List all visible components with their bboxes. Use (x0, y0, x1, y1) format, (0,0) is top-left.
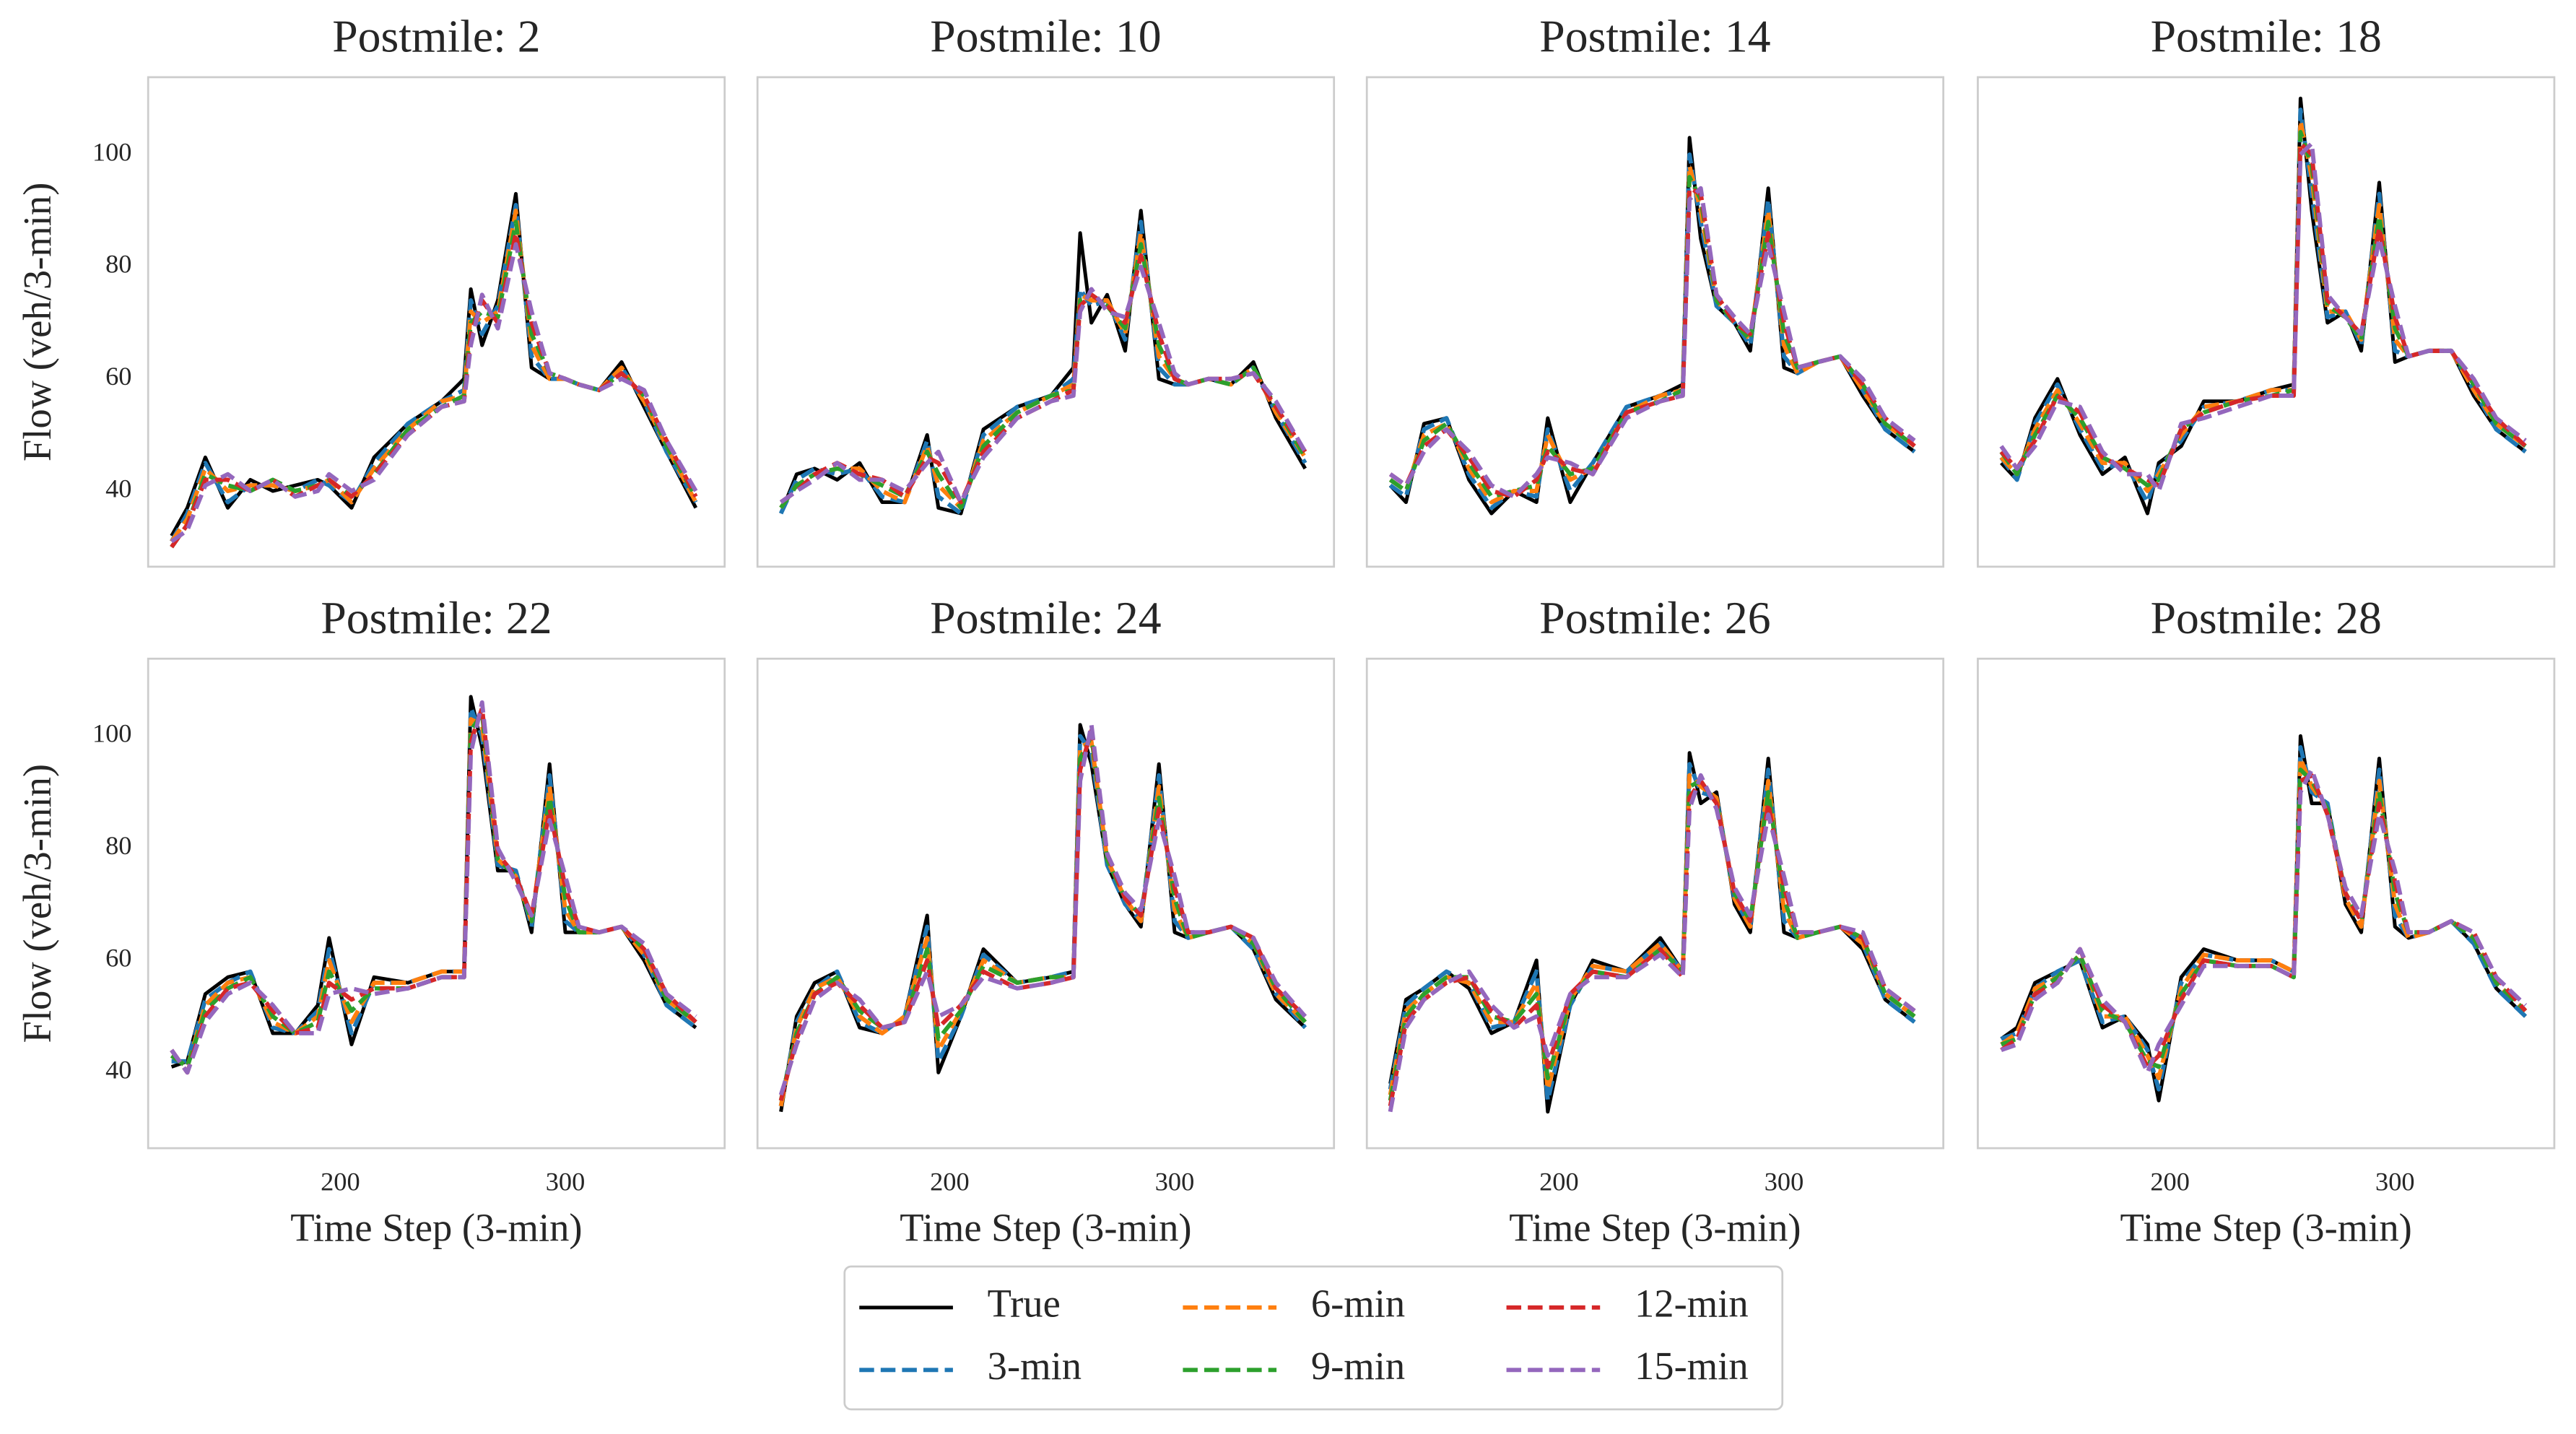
subplot-title: Postmile: 10 (930, 10, 1161, 61)
y-tick-label: 40 (105, 474, 131, 503)
y-axis-label: Flow (veh/3-min) (15, 183, 59, 462)
series-line (170, 700, 697, 1075)
x-tick-label: 300 (1155, 1168, 1195, 1196)
series-line (2000, 768, 2528, 1075)
series-line (778, 722, 1307, 1096)
y-tick-label: 100 (92, 719, 132, 748)
y-tick-label: 80 (105, 831, 131, 860)
subplot-title: Postmile: 14 (1539, 10, 1770, 61)
y-tick-label: 80 (105, 250, 131, 279)
series-line (1388, 186, 1916, 499)
x-tick-label: 300 (546, 1168, 586, 1196)
legend-label: 15-min (1635, 1344, 1749, 1388)
y-tick-label: 100 (92, 137, 132, 166)
axes-frame (147, 76, 726, 568)
x-axis-label: Time Step (3-min) (2120, 1206, 2412, 1250)
axes-frame (756, 657, 1336, 1150)
legend-label: True (988, 1281, 1061, 1325)
legend-label: 6-min (1311, 1281, 1405, 1325)
x-tick-label: 200 (1539, 1168, 1579, 1196)
x-tick-label: 200 (321, 1168, 360, 1196)
subplot-title: Postmile: 26 (1539, 592, 1770, 643)
y-tick-label: 40 (105, 1056, 131, 1085)
axes-frame (1365, 76, 1945, 568)
series-line (170, 242, 698, 544)
legend: True 3-min 6-min 9-min 12-min 15-min (843, 1265, 1784, 1411)
subplot-title: Postmile: 28 (2151, 592, 2382, 643)
legend-label: 3-min (988, 1344, 1082, 1388)
y-axis-label: Flow (veh/3-min) (15, 764, 59, 1043)
series-line (779, 264, 1307, 505)
axes-frame (1977, 657, 2556, 1150)
axes-frame (1365, 657, 1945, 1150)
y-tick-label: 60 (105, 362, 131, 391)
x-tick-label: 300 (1765, 1168, 1804, 1196)
x-tick-label: 300 (2375, 1168, 2415, 1196)
x-axis-label: Time Step (3-min) (1509, 1206, 1801, 1250)
y-tick-label: 60 (105, 943, 131, 972)
subplot-title: Postmile: 24 (930, 592, 1161, 643)
legend-label: 9-min (1311, 1344, 1405, 1388)
subplot-title: Postmile: 2 (332, 10, 540, 61)
x-tick-label: 200 (2150, 1168, 2190, 1196)
legend-label: 12-min (1635, 1281, 1749, 1325)
legend-frame (843, 1265, 1784, 1411)
x-axis-label: Time Step (3-min) (900, 1206, 1191, 1250)
axes-frame (756, 76, 1336, 568)
subplot-title: Postmile: 22 (321, 592, 552, 643)
axes-frame (1977, 76, 2556, 568)
axes-frame (147, 657, 726, 1150)
subplot-title: Postmile: 18 (2151, 10, 2382, 61)
series-line (1999, 141, 2527, 493)
x-axis-label: Time Step (3-min) (290, 1206, 582, 1250)
x-tick-label: 200 (930, 1168, 970, 1196)
series-line (1388, 773, 1916, 1113)
